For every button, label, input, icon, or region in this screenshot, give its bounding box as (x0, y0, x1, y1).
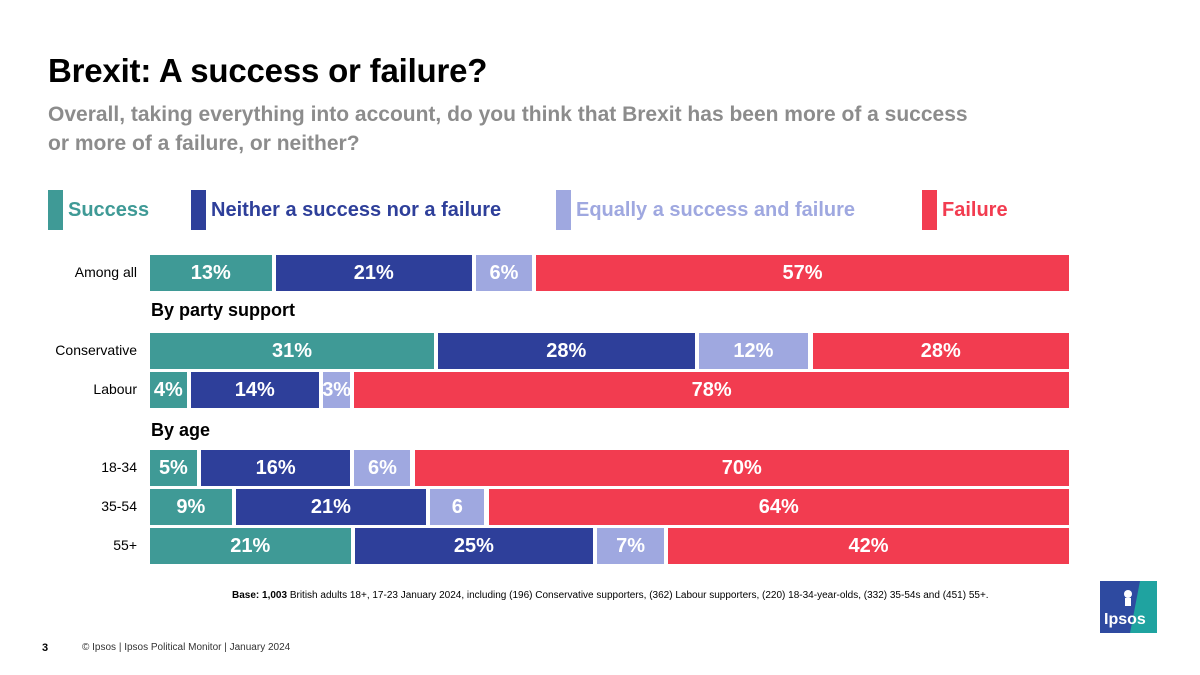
base-note-bold: Base: 1,003 (232, 590, 288, 601)
legend-swatch-neither (191, 190, 206, 230)
bar-55-success: 21% (150, 528, 351, 564)
bar-conservative-equally-a-success-and-failure: 12% (698, 333, 809, 369)
bar-among-all-neither-a-success-nor-a-failure: 21% (275, 255, 472, 291)
bar-55-failure: 42% (668, 528, 1069, 564)
bar-labour-neither-a-success-nor-a-failure: 14% (190, 372, 319, 408)
page-number: 3 (42, 642, 49, 654)
row-label-18-34: 18-34 (101, 459, 137, 475)
bar-labour-success: 4% (150, 372, 187, 408)
bar-35-54-neither-a-success-nor-a-failure: 21% (235, 489, 427, 525)
legend-label-neither: Neither a success nor a failure (211, 199, 502, 221)
row-label-55: 55+ (113, 537, 137, 553)
bar-35-54-failure: 64% (488, 489, 1069, 525)
logo-text: Ipsos (1104, 611, 1146, 628)
legend-swatch-success (48, 190, 63, 230)
bar-among-all-success: 13% (150, 255, 272, 291)
bar-labour-equally-a-success-and-failure: 3% (322, 372, 351, 408)
bar-18-34-neither-a-success-nor-a-failure: 16% (200, 450, 351, 486)
legend-swatch-failure (922, 190, 937, 230)
bar-35-54-success: 9% (150, 489, 232, 525)
section-label-party: By party support (151, 300, 296, 320)
base-note-text: British adults 18+, 17-23 January 2024, … (287, 590, 989, 601)
bar-conservative-neither-a-success-nor-a-failure: 28% (438, 333, 695, 369)
legend-swatch-equally (556, 190, 571, 230)
row-label-conservative: Conservative (55, 342, 137, 358)
row-label-among-all: Among all (74, 264, 137, 280)
bar-among-all-equally-a-success-and-failure: 6% (475, 255, 532, 291)
bar-18-34-equally-a-success-and-failure: 6% (354, 450, 411, 486)
bar-18-34-success: 5% (150, 450, 197, 486)
ipsos-logo: Ipsos (1100, 581, 1157, 633)
bar-55-neither-a-success-nor-a-failure: 25% (354, 528, 594, 564)
row-label-35-54: 35-54 (101, 498, 137, 514)
legend-label-equally: Equally a success and failure (576, 199, 856, 221)
footer-copyright: © Ipsos | Ipsos Political Monitor | Janu… (82, 642, 291, 653)
row-label-labour: Labour (93, 381, 137, 397)
chart-title: Brexit: A success or failure? (48, 52, 488, 89)
bar-labour-failure: 78% (354, 372, 1069, 408)
bar-conservative-failure: 28% (812, 333, 1069, 369)
chart-subtitle: Overall, taking everything into account,… (48, 103, 968, 155)
legend-label-success: Success (68, 199, 150, 221)
bar-conservative-success: 31% (150, 333, 434, 369)
bar-among-all-failure: 57% (536, 255, 1069, 291)
bar-35-54-equally-a-success-and-failure: 6 (430, 489, 485, 525)
section-label-age: By age (151, 420, 211, 440)
base-note: Base: 1,003 British adults 18+, 17-23 Ja… (232, 590, 989, 601)
legend-label-failure: Failure (942, 199, 1008, 221)
bar-55-equally-a-success-and-failure: 7% (597, 528, 664, 564)
bar-18-34-failure: 70% (414, 450, 1069, 486)
logo-figure-icon (1124, 590, 1132, 606)
